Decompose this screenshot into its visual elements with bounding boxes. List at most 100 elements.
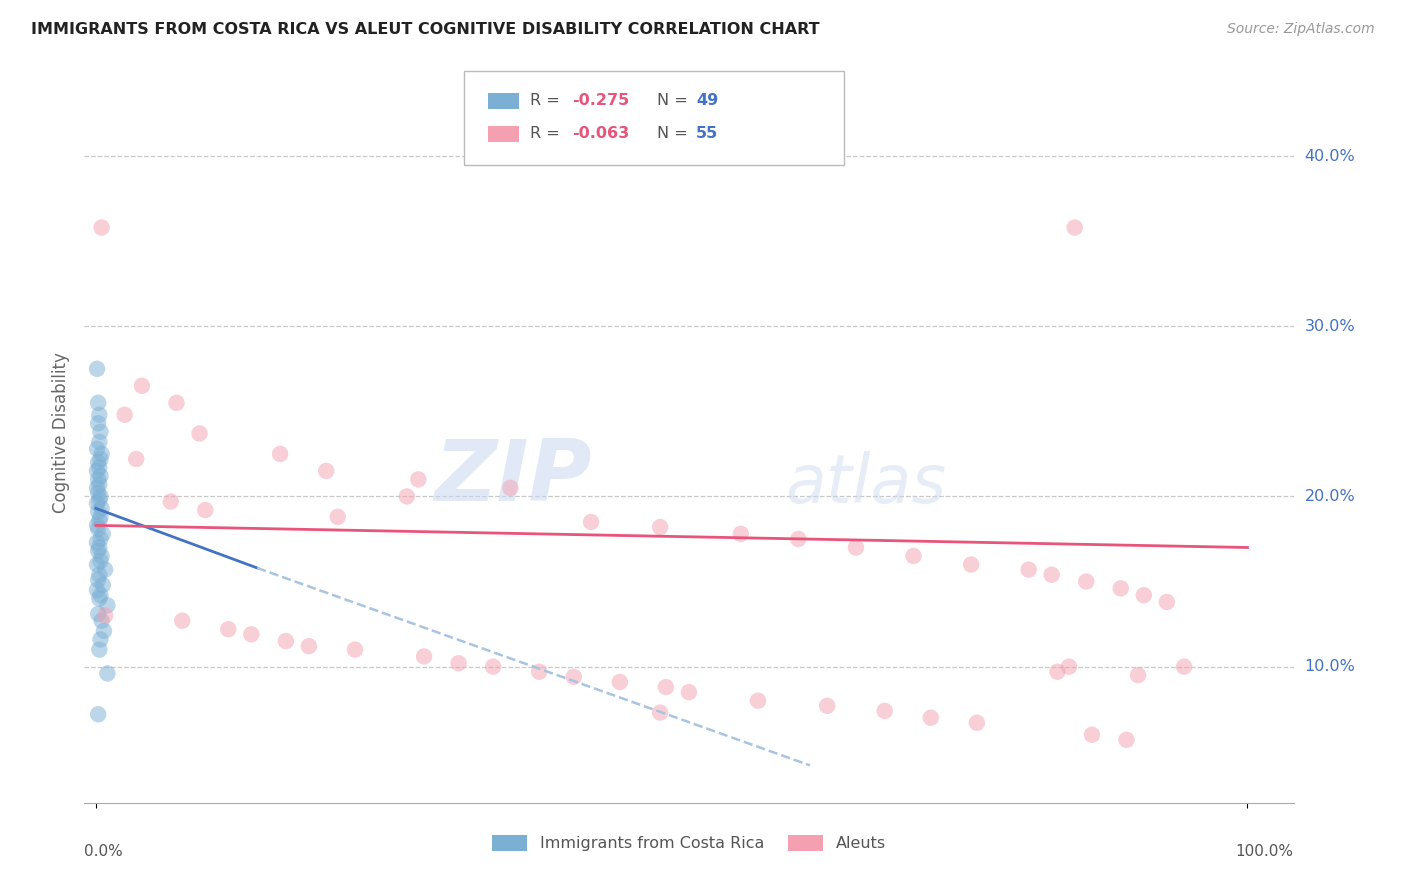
Point [93,624,115,638]
Point [86,481,108,495]
Point [1126,668,1149,682]
Point [903,549,925,563]
Point [1063,220,1085,235]
Point [114,408,136,422]
Point [87,607,110,621]
Point [89,642,111,657]
Point [89,469,111,483]
Point [960,558,983,572]
Point [87,522,110,536]
Point [1076,574,1098,589]
Point [159,494,181,508]
Point [125,452,148,467]
Point [86,464,108,478]
Point [298,639,321,653]
Point [1057,659,1080,673]
Point [89,554,111,568]
Point [89,425,111,439]
Point [395,490,418,504]
Point [609,675,631,690]
Point [87,417,110,431]
Point [90,220,112,235]
Text: 40.0%: 40.0% [1305,149,1355,163]
Point [86,558,108,572]
Point [87,455,110,469]
Point [343,642,366,657]
Point [86,361,108,376]
Point [91,527,114,541]
Point [87,707,110,722]
Point [1156,595,1178,609]
Point [90,501,112,516]
Point [94,563,117,577]
Point [579,515,602,529]
Point [89,532,111,546]
Point [730,527,752,541]
Text: Source: ZipAtlas.com: Source: ZipAtlas.com [1227,22,1375,37]
Text: 49: 49 [696,94,718,108]
Point [87,486,110,500]
Point [240,627,263,641]
Point [315,464,337,478]
Legend: Immigrants from Costa Rica, Aleuts: Immigrants from Costa Rica, Aleuts [485,829,893,858]
Text: N =: N = [657,94,693,108]
Text: atlas: atlas [786,451,946,517]
Point [87,544,110,558]
Point [655,680,678,694]
Point [96,599,118,613]
Text: 100.0%: 100.0% [1236,844,1294,858]
Point [413,649,436,664]
Point [86,496,108,510]
Point [89,513,111,527]
Point [90,549,112,563]
Point [131,379,153,393]
Point [217,622,239,636]
Point [172,614,194,628]
Text: N =: N = [657,127,693,141]
Point [845,541,868,555]
Point [166,396,188,410]
Point [89,591,111,606]
Point [87,396,110,410]
Point [1018,563,1040,577]
Point [562,670,585,684]
Y-axis label: Cognitive Disability: Cognitive Disability [52,352,70,513]
Point [87,573,110,587]
Point [650,706,672,720]
Point [678,685,700,699]
Point [90,614,112,628]
Point [269,447,291,461]
Point [89,434,111,449]
Point [1133,588,1156,602]
Point [91,578,114,592]
Point [89,492,111,507]
Point [89,509,111,524]
Text: 30.0%: 30.0% [1305,318,1355,334]
Point [89,567,111,582]
Point [188,426,211,441]
Point [747,694,769,708]
Point [1046,665,1069,679]
Point [87,472,110,486]
Text: -0.275: -0.275 [572,94,630,108]
Point [1081,728,1104,742]
Text: 0.0%: 0.0% [84,844,124,858]
Text: 55: 55 [696,127,718,141]
Point [86,582,108,597]
Point [447,657,470,671]
Point [89,477,111,491]
Text: IMMIGRANTS FROM COSTA RICA VS ALEUT COGNITIVE DISABILITY CORRELATION CHART: IMMIGRANTS FROM COSTA RICA VS ALEUT COGN… [31,22,820,37]
Text: -0.063: -0.063 [572,127,630,141]
Text: 10.0%: 10.0% [1305,659,1355,674]
Point [89,588,111,602]
Point [94,608,117,623]
Text: R =: R = [530,94,565,108]
Point [89,452,111,467]
Point [1115,732,1137,747]
Point [89,460,111,475]
Point [920,711,942,725]
Point [89,632,111,647]
Point [87,505,110,519]
Point [873,704,896,718]
Point [408,472,430,486]
